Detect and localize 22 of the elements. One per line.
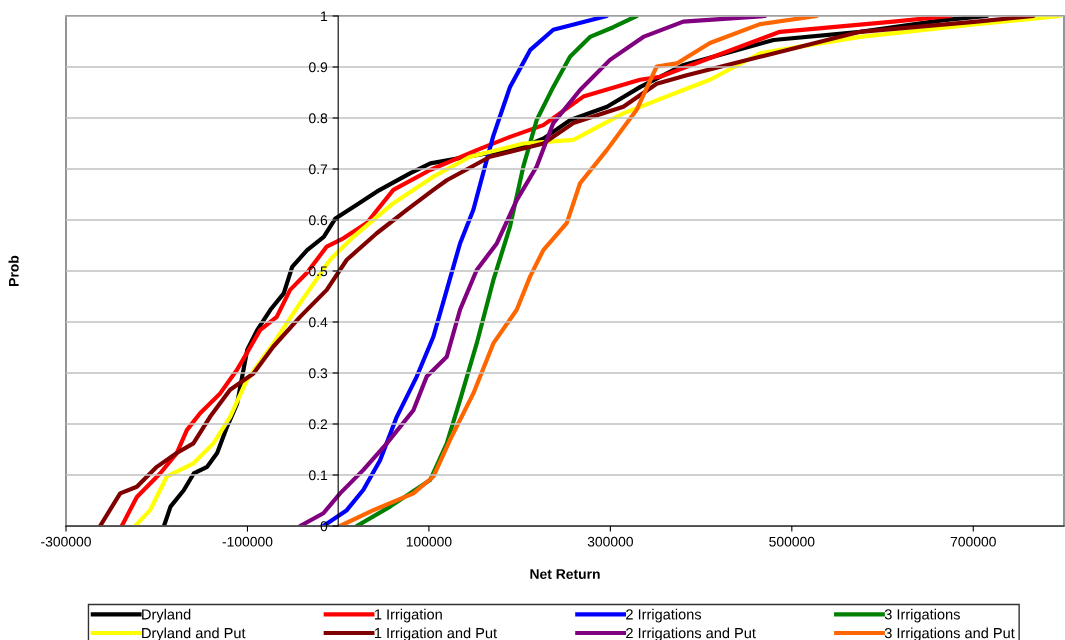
x-tick-label: 700000	[950, 536, 996, 547]
legend-label: 3 Irrigations	[884, 608, 960, 623]
y-tick-label: 0.8	[309, 113, 328, 124]
y-tick-label: 0.7	[309, 164, 328, 175]
x-tick-label: -300000	[41, 536, 91, 547]
x-tick-label: 300000	[587, 536, 633, 547]
x-axis-title: Net Return	[530, 569, 600, 580]
y-axis-title: Prob	[8, 255, 19, 286]
x-tick-label: 100000	[406, 536, 452, 547]
x-tick-label: 500000	[769, 536, 815, 547]
y-tick-label: 0.3	[309, 368, 328, 379]
y-tick-label: 0	[320, 521, 328, 532]
y-tick-label: 0.1	[309, 470, 328, 481]
y-tick-label: 0.6	[309, 215, 328, 226]
x-tick-label: -100000	[222, 536, 273, 547]
y-tick-label: 0.9	[309, 62, 328, 73]
y-tick-label: 0.2	[309, 419, 328, 430]
legend-label: 1 Irrigation	[374, 608, 442, 623]
y-tick-label: 0.4	[309, 317, 328, 328]
legend-label: 2 Irrigations	[626, 608, 702, 623]
legend-label: Dryland	[142, 608, 191, 623]
y-tick-label: 1	[321, 11, 328, 22]
